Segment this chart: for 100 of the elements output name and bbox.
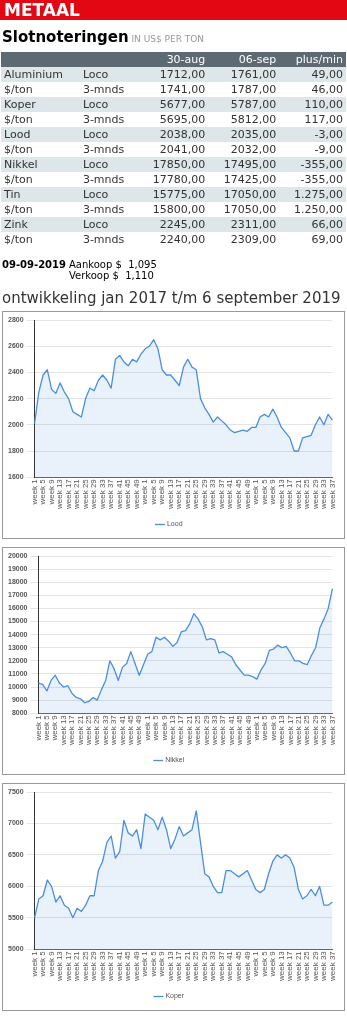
- x-tick-label: week 17: [67, 714, 77, 746]
- text: 5812,00: [229, 112, 278, 127]
- x-tick-label: week 9: [46, 478, 56, 506]
- x-tick-label: week 1: [140, 478, 150, 506]
- text: Zink: [1, 217, 80, 232]
- x-tick-label: week 17: [285, 478, 295, 510]
- text: 17780,00: [151, 172, 207, 187]
- text: 09-09-2019: [2, 259, 66, 272]
- x-tick-label: week 49: [131, 950, 141, 982]
- x-tick-label: week 5: [38, 478, 48, 506]
- text: Aankoop $ 1,095: [68, 259, 157, 270]
- text: $/ton: [3, 112, 34, 127]
- x-tick-label: week 41: [225, 478, 235, 510]
- x-tick-label: week 21: [182, 478, 192, 510]
- x-tick-label: week 17: [174, 478, 184, 510]
- x-tick-label: week 9: [157, 478, 167, 506]
- x-tick-label: week 41: [225, 950, 235, 982]
- x-tick-label: week 45: [234, 950, 243, 982]
- text: 17850,00: [137, 157, 209, 172]
- text: Aluminium: [1, 67, 80, 82]
- x-tick-label: week 49: [134, 714, 144, 746]
- x-tick-label: week 1: [29, 950, 39, 978]
- text: -355,00: [279, 157, 346, 172]
- text: plus/min: [279, 52, 346, 67]
- x-tick-label: week 25: [191, 950, 201, 982]
- x-tick-label: week 25: [302, 478, 312, 510]
- text: 15775,00: [137, 187, 209, 202]
- x-tick-label: week 49: [242, 950, 252, 982]
- x-tick-label: week 5: [42, 714, 52, 742]
- x-tick-label: week 25: [80, 950, 90, 982]
- text: Koper: [1, 97, 80, 112]
- text: $/ton: [3, 232, 34, 247]
- text: 17425,00: [222, 172, 278, 187]
- text: 15800,00: [151, 202, 207, 217]
- x-tick-label: week 17: [174, 950, 184, 982]
- x-tick-label: week 37: [109, 714, 119, 746]
- x-tick-label: week 5: [260, 714, 270, 742]
- x-tick-label: week 21: [293, 950, 303, 982]
- x-tick-label: week 45: [123, 950, 133, 982]
- x-tick-label: week 17: [285, 714, 295, 746]
- x-tick-label: week 29: [92, 714, 102, 746]
- text: 69,00: [310, 232, 344, 247]
- text: $/ton: [3, 142, 34, 157]
- text: IN US$ PER TON: [130, 34, 205, 44]
- x-tick-label: week 33: [208, 478, 218, 510]
- x-tick-label: week 5: [151, 714, 161, 742]
- x-tick-label: week 9: [268, 714, 278, 742]
- text: 2245,00: [137, 217, 209, 232]
- text: 1.250,00: [293, 202, 344, 217]
- text: 30-aug: [137, 52, 209, 67]
- text: 06-sep: [208, 52, 280, 67]
- x-tick-label: week 37: [106, 950, 116, 982]
- text: 17050,00: [208, 187, 280, 202]
- text: Tin: [1, 187, 80, 202]
- x-tick-label: week 37: [216, 478, 226, 510]
- x-tick-label: week 41: [114, 478, 124, 510]
- x-tick-label: week 13: [58, 714, 68, 746]
- text: 3-mnds: [81, 142, 126, 157]
- x-tick-label: week 17: [63, 478, 73, 510]
- text: Nikkel: [1, 157, 80, 172]
- text: Loco: [79, 157, 138, 172]
- text: 2311,00: [208, 217, 280, 232]
- x-tick-label: week 25: [80, 478, 90, 510]
- x-tick-label: week 1: [251, 950, 261, 978]
- x-tick-label: week 33: [100, 714, 110, 746]
- text: $/ton: [3, 202, 34, 217]
- x-tick-label: week 21: [184, 714, 194, 746]
- x-tick-label: week 29: [89, 950, 99, 982]
- text: 2035,00: [208, 127, 280, 142]
- text: 3-mnds: [81, 232, 126, 247]
- x-tick-label: week 13: [55, 950, 65, 982]
- x-tick-label: week 33: [97, 950, 107, 982]
- text: Loco: [79, 187, 138, 202]
- text: Verkoop $ 1,110: [68, 270, 155, 281]
- x-tick-label: week 13: [165, 950, 175, 982]
- text: 1761,00: [208, 67, 280, 82]
- text: 2240,00: [158, 232, 207, 247]
- text: -355,00: [299, 172, 344, 187]
- text: 110,00: [279, 97, 346, 112]
- x-tick-label: week 21: [182, 950, 192, 982]
- text: -3,00: [279, 127, 346, 142]
- x-tick-label: week 49: [131, 478, 141, 510]
- x-tick-label: week 37: [327, 714, 337, 746]
- text: 49,00: [279, 67, 346, 82]
- x-tick-label: week 5: [148, 950, 158, 978]
- x-tick-label: week 37: [106, 478, 116, 510]
- text: Lood: [1, 127, 80, 142]
- x-tick-label: week 13: [168, 714, 178, 746]
- text: 17495,00: [208, 157, 280, 172]
- text: 5677,00: [137, 97, 209, 112]
- x-tick-label: week 21: [75, 714, 85, 746]
- x-tick-label: week 13: [55, 478, 65, 510]
- x-tick-label: week 21: [72, 950, 82, 982]
- text: 1.275,00: [279, 187, 346, 202]
- x-tick-label: week 25: [302, 714, 312, 746]
- text: 5695,00: [158, 112, 207, 127]
- x-tick-label: week 9: [268, 950, 278, 978]
- text: 2032,00: [229, 142, 278, 157]
- x-tick-label: week 29: [89, 478, 99, 510]
- text: 5787,00: [208, 97, 280, 112]
